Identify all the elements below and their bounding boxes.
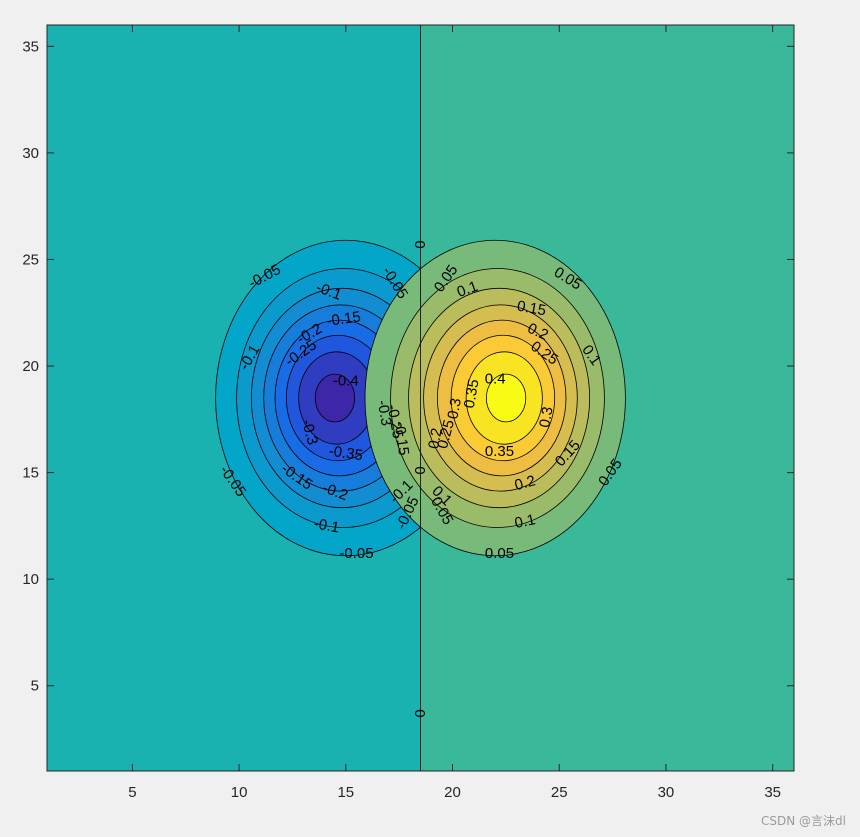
x-tick-label: 10 bbox=[231, 784, 248, 801]
x-tick-label: 15 bbox=[337, 784, 354, 801]
contour-label: 0.4 bbox=[485, 370, 506, 387]
watermark-text: CSDN @言沫dl bbox=[761, 814, 846, 828]
axes-frame bbox=[46, 24, 795, 772]
y-tick-label: 30 bbox=[22, 145, 39, 162]
y-tick-label: 20 bbox=[22, 358, 39, 375]
contour-label: 0 bbox=[412, 240, 429, 248]
x-tick-label: 20 bbox=[444, 784, 461, 801]
x-tick-label: 25 bbox=[551, 784, 568, 801]
y-tick-label: 35 bbox=[22, 38, 39, 55]
x-tick-label: 35 bbox=[764, 784, 781, 801]
y-tick-label: 10 bbox=[22, 571, 39, 588]
y-tick-label: 15 bbox=[22, 465, 39, 482]
contour-band-negative-0p40 bbox=[314, 373, 356, 423]
contour-band-positive-0p40 bbox=[485, 373, 527, 423]
contour-label: 0.1 bbox=[513, 511, 537, 532]
x-tick-label: 30 bbox=[658, 784, 675, 801]
contour-label: 0.15 bbox=[516, 298, 548, 320]
y-tick-label: 25 bbox=[22, 251, 39, 268]
contour-label: -0.4 bbox=[333, 372, 359, 389]
contour-label: -0.3 bbox=[374, 399, 395, 427]
x-tick-label: 5 bbox=[128, 784, 136, 801]
contour-label: 0.2 bbox=[425, 427, 445, 450]
contour-label: 0.35 bbox=[485, 443, 514, 460]
y-tick-label: 5 bbox=[31, 678, 39, 695]
contour-label: -0.35 bbox=[328, 443, 364, 465]
contour-label: 0 bbox=[412, 466, 429, 474]
contour-label: 0.1 bbox=[455, 278, 480, 301]
contour-label: 0 bbox=[412, 709, 429, 717]
contour-label: 0.2 bbox=[513, 472, 538, 494]
contour-label: 0.05 bbox=[485, 545, 514, 562]
contour-label: -0.25 bbox=[384, 403, 407, 440]
contour-label: 0.3 bbox=[444, 397, 464, 420]
contour-label: -0.15 bbox=[390, 420, 412, 456]
contour-label: 0.35 bbox=[461, 378, 483, 410]
contour-label: -0.3 bbox=[298, 417, 321, 446]
contour-label: -0.15 bbox=[326, 308, 362, 330]
contour-label: -0.05 bbox=[339, 545, 373, 562]
contour-label: -0.1 bbox=[312, 515, 340, 536]
contour-label: 0.25 bbox=[434, 418, 458, 451]
contour-label: 0.3 bbox=[536, 405, 556, 428]
